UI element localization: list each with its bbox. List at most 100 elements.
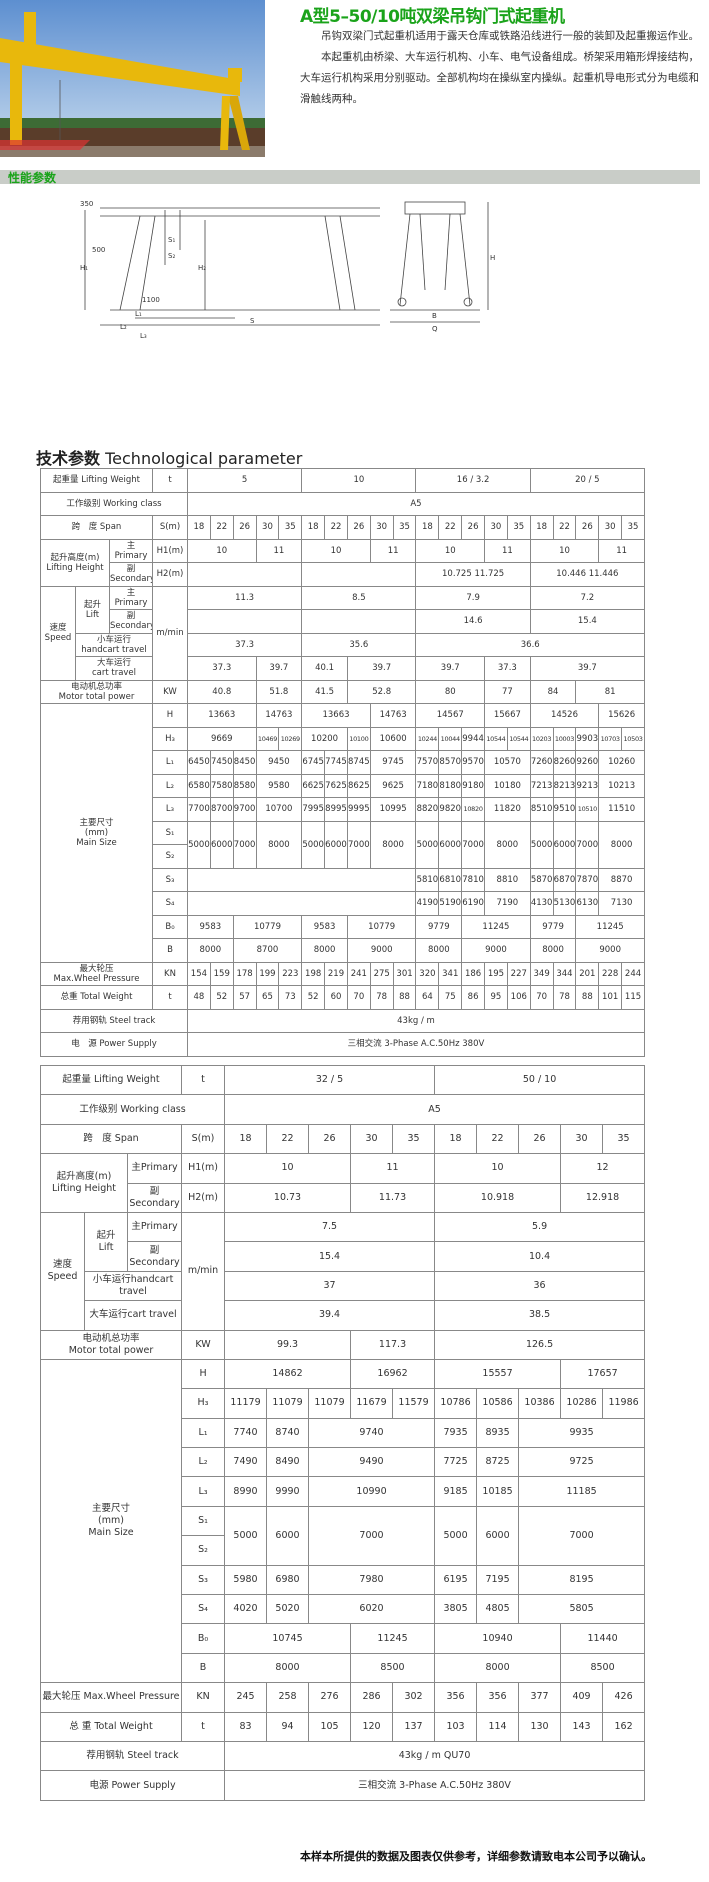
table-cell: 电动机总功率 Motor total power [40,679,153,704]
table-cell: 8500 [350,1652,436,1684]
table-cell: 5020 [266,1594,310,1625]
table-cell: 137 [392,1711,436,1742]
table-row: L₁ 7740 8740 9740 7935 8935 9935 [41,1417,646,1449]
table-cell: 8213 [552,773,577,798]
intro-paragraph: 本起重机由桥梁、大车运行机构、小车、电气设备组成。桥架采用箱形焊接结构，大车运行… [300,51,699,105]
table-cell: 8000 [434,1652,562,1684]
table-cell: 8625 [346,773,371,798]
table-cell: 39.7 [529,656,645,681]
table-cell: 7.2 [529,585,645,610]
table-cell: L₂ [181,1447,226,1478]
table-cell: 主 Primary [109,585,153,610]
table-row: 起重量 Lifting Weight t 32 / 5 50 / 10 [39,1064,646,1096]
table-cell: 11986 [602,1388,646,1419]
table-cell: H₃ [181,1388,226,1419]
table-cell: 4190 [415,891,440,916]
table-row: H₃ 9669 10469 10269 10200 10100 10600 10244 1004… [41,726,645,751]
table-cell: 6195 [434,1564,478,1596]
diagram-label: B [432,312,437,320]
table-cell: 11 [484,538,531,563]
table-row: L₁ 6450 7450 8450 9450 6745 7745 8745 9745 7570 85… [41,750,645,775]
table-cell: 356 [476,1682,520,1713]
table-cell: 15626 [598,703,645,728]
table-cell: 6000 [476,1505,520,1566]
table-cell: 11 [255,538,303,563]
table-cell: 9700 [232,797,257,822]
table-row: 副 Secondary 15.4 10.4 [41,1241,646,1272]
spec-table-5-20t: 起重量 Lifting Weight t 5 10 16 / 3.2 20 / 5 工作级别… [40,468,645,1057]
table-row: B₀ 9583 10779 9583 10779 9779 11245 9779 11245 [41,914,645,939]
table-cell: 11185 [518,1476,646,1507]
table-cell: 11179 [224,1388,268,1419]
table-cell: 26 [232,515,257,540]
table-cell: 301 [392,961,417,986]
table-cell: 电源 Power Supply [39,1770,226,1801]
table-cell: 总重 Total Weight [40,985,153,1010]
table-cell: 18 [434,1123,478,1155]
table-cell: 起升高度(m) Lifting Height [40,1153,128,1213]
table-cell: 37.3 [187,656,257,681]
diagram-label: L₃ [140,332,147,340]
table-cell: 主要尺寸 (mm) Main Size [40,703,153,963]
table-cell: 344 [552,961,577,986]
table-cell: 9180 [461,773,486,798]
table-cell: 186 [461,961,486,986]
table-cell: 9779 [415,914,463,939]
table-cell: 126.5 [434,1329,646,1360]
table-cell: 9000 [346,938,417,963]
table-cell: 105 [308,1711,352,1742]
tech-params-title: 技术参数 Technological parameter [36,445,302,469]
table-cell: 10269 [278,726,303,751]
table-row: L₃ 8990 9990 10990 9185 10185 11185 [41,1476,646,1507]
table-cell: 18 [529,515,554,540]
table-cell: 跨 度 Span [40,515,153,540]
table-cell: 8000 [187,938,234,963]
table-cell: 9625 [369,773,417,798]
table-cell: 37.3 [484,656,531,681]
table-row: 荐用钢轨 Steel track 43kg / m [40,1008,645,1033]
table-cell: 219 [324,961,348,986]
table-row: 小车运行handcart travel 37 36 [41,1270,646,1302]
table-cell: 8810 [484,867,531,892]
table-cell: 9583 [301,914,348,939]
table-cell: 13663 [301,703,371,728]
crane-dimension-drawing: 350 500 S₁ S₂ H₁ H₂ L₁ L₂ L₃ S 1100 H B … [80,200,495,340]
table-cell: 3805 [434,1594,478,1625]
table-cell: 51.8 [255,679,303,704]
table-cell: 10.446 11.446 [529,562,645,587]
table-cell: 356 [434,1682,478,1713]
table-cell: 16962 [350,1358,436,1390]
diagram-label: S [250,317,255,325]
table-cell: 7190 [484,891,531,916]
table-cell: 10586 [476,1388,520,1419]
table-cell: S(m) [152,515,188,540]
table-cell: 10779 [232,914,303,939]
table-cell: 9490 [308,1447,436,1478]
table-cell: KN [181,1682,226,1713]
table-row: S₄ 4190 5190 6190 7190 4130 5130 6130 7130 [41,891,645,916]
table-cell: 11.73 [350,1182,436,1213]
table-cell: 86 [461,985,486,1010]
table-cell: 6000 [552,820,577,869]
table-cell: 9935 [518,1417,646,1449]
table-cell: 15667 [484,703,531,728]
table-cell: m/min [152,585,188,681]
diagram-label: Q [432,325,438,333]
table-cell: 78 [552,985,577,1010]
table-cell: 35 [392,1123,436,1155]
table-cell: 11679 [350,1388,394,1419]
table-cell: S₃ [181,1564,226,1596]
table-cell: 70 [529,985,554,1010]
table-cell: 荐用钢轨 Steel track [40,1008,188,1033]
table-cell: 9995 [346,797,371,822]
table-row: B 8000 8500 8000 8500 [41,1652,646,1684]
table-cell: 7490 [224,1447,268,1478]
table-cell: 26 [346,515,371,540]
table-cell: 77 [484,679,531,704]
table-row: S₄ 4020 5020 6020 3805 4805 5805 [41,1594,646,1625]
table-cell: 10185 [476,1476,520,1507]
table-cell: 10700 [255,797,303,822]
table-cell: 10.4 [434,1241,646,1272]
table-cell: 320 [415,961,440,986]
table-cell: 143 [560,1711,604,1742]
